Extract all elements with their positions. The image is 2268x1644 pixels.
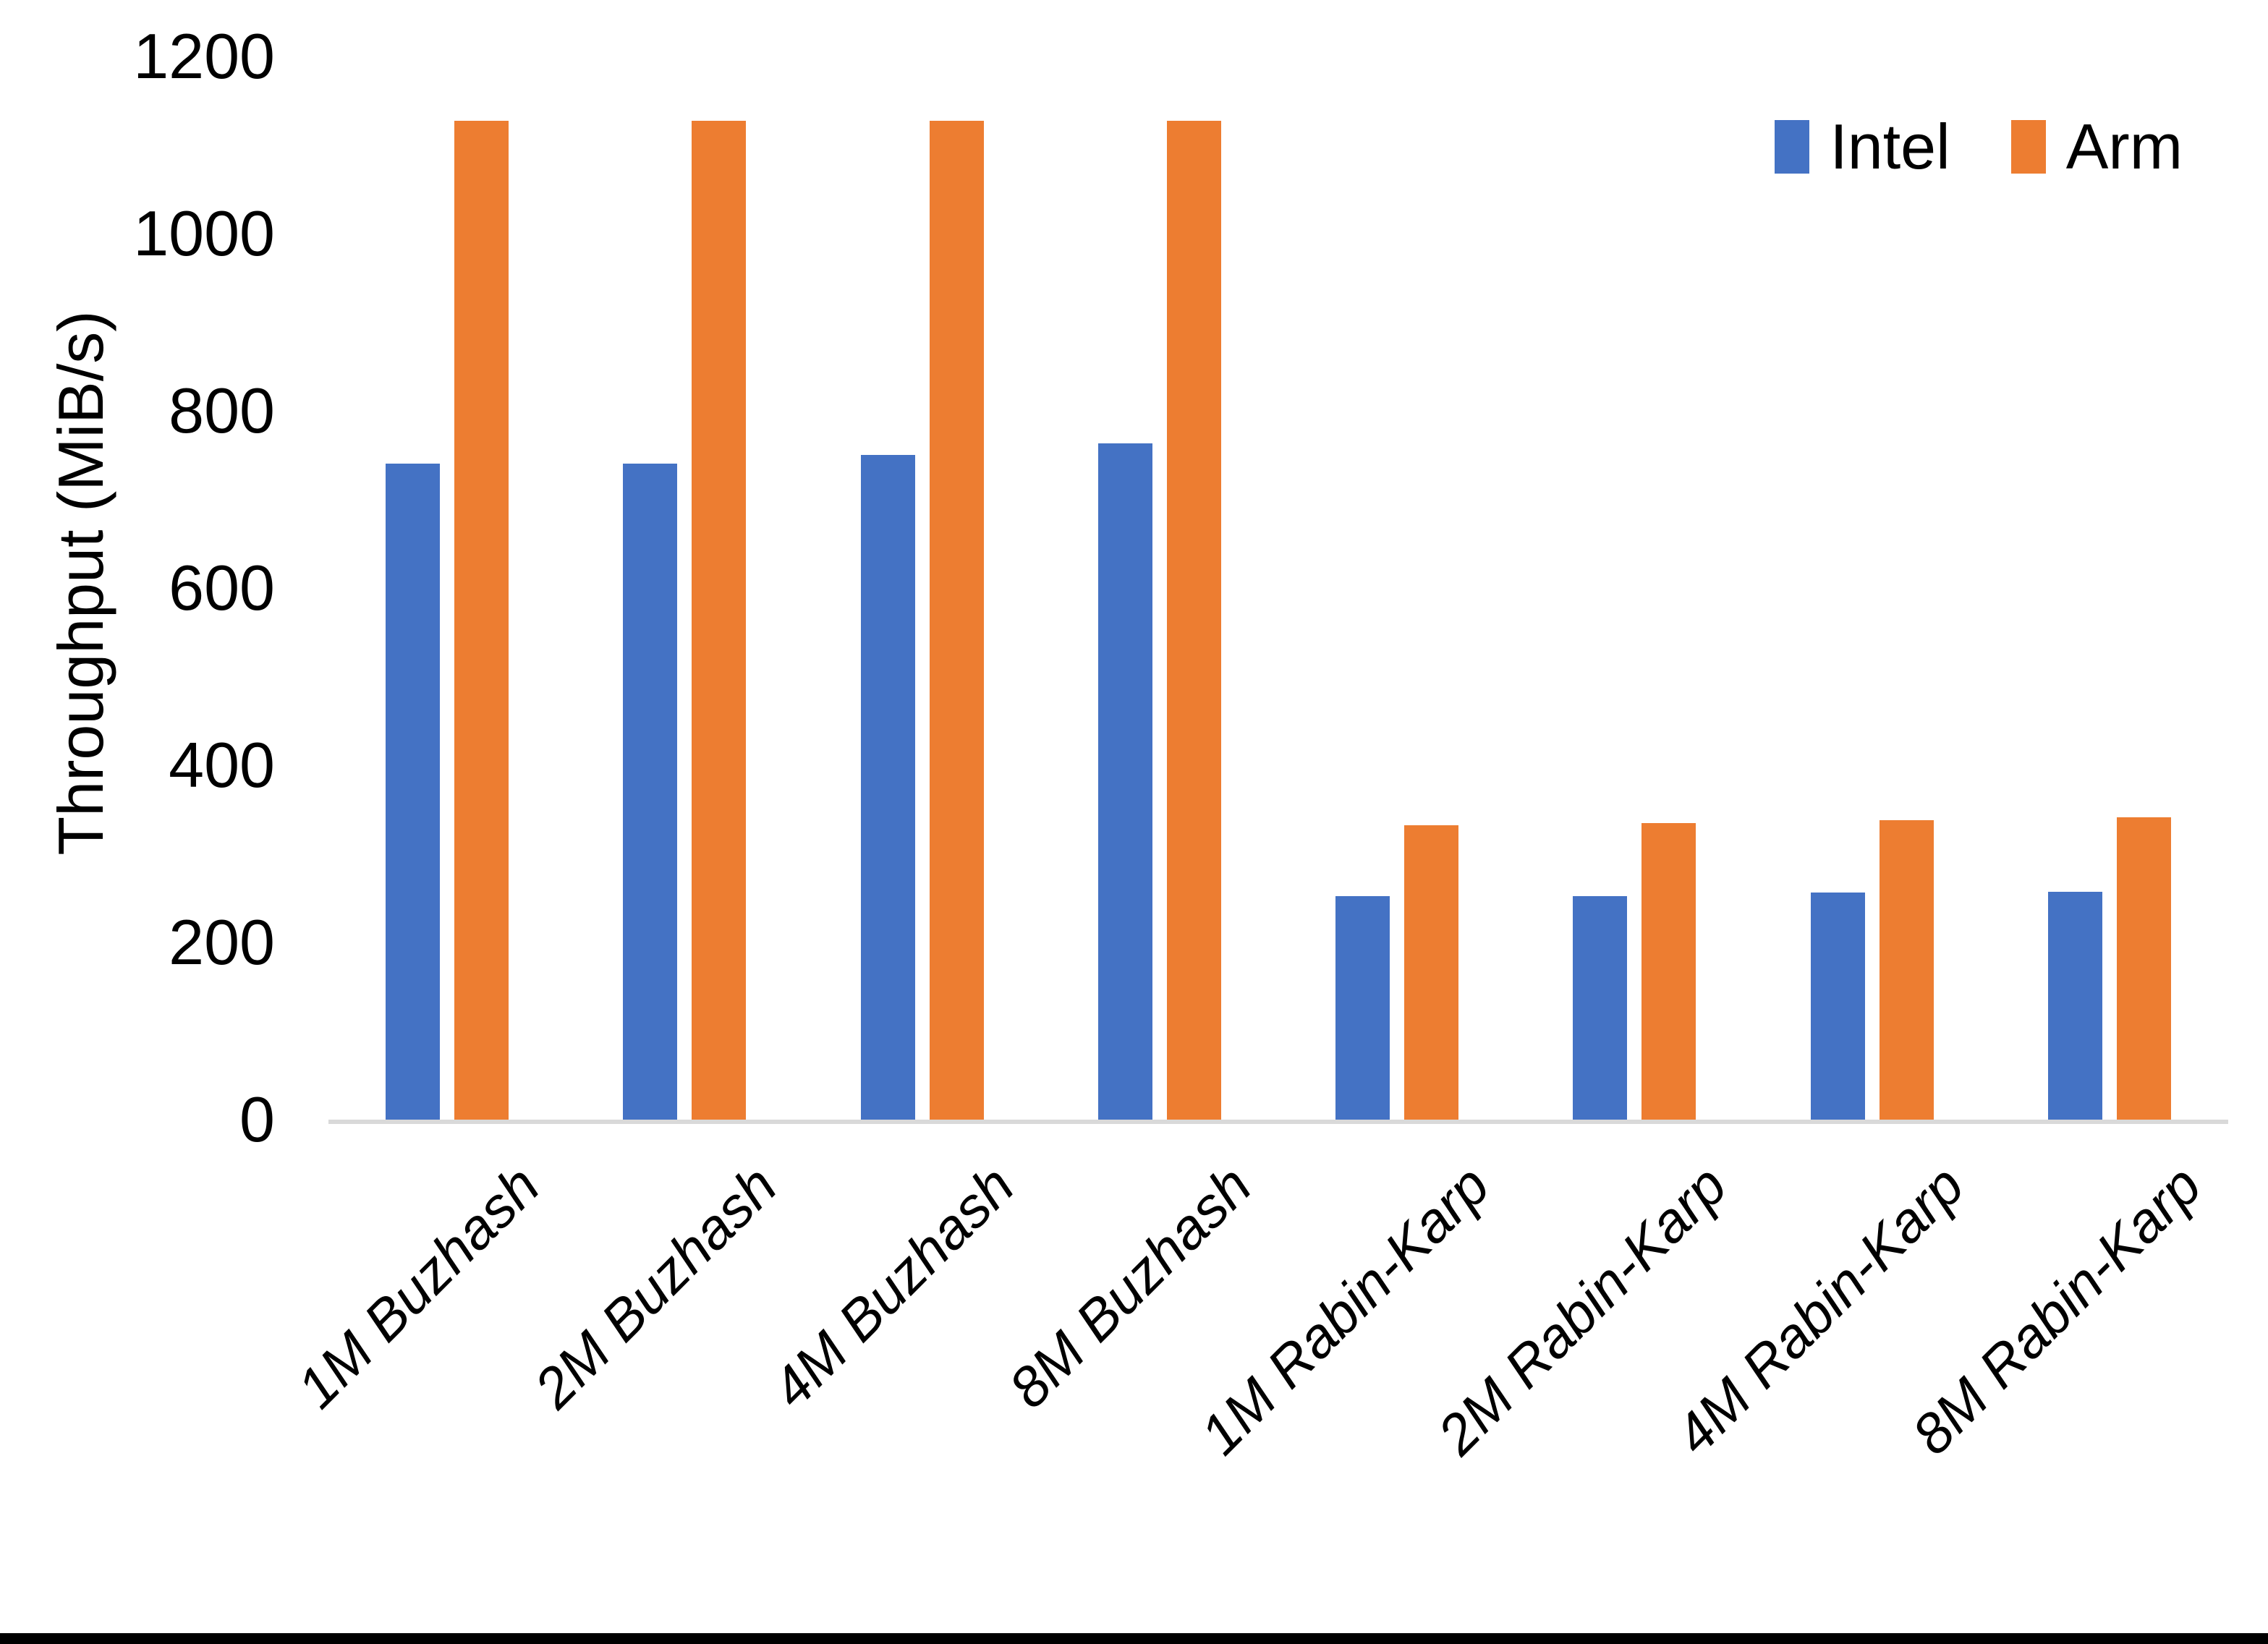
x-category-label-8m-buzhash: 8M Buzhash bbox=[996, 1153, 1264, 1421]
legend: Intel Arm bbox=[1775, 110, 2183, 184]
legend-item-intel: Intel bbox=[1775, 110, 1950, 184]
bar-intel-8m-buzhash bbox=[1097, 443, 1152, 1120]
bar-arm-4m-rabin-karp bbox=[1879, 820, 1934, 1120]
bar-group-4m-buzhash bbox=[804, 56, 1041, 1120]
y-tick-label: 600 bbox=[169, 552, 275, 623]
y-tick-label: 200 bbox=[169, 906, 275, 978]
legend-swatch-arm bbox=[2010, 120, 2046, 174]
bar-group-8m-buzhash bbox=[1041, 56, 1278, 1120]
y-tick-label: 1000 bbox=[133, 197, 275, 269]
bar-intel-8m-rabin-karp bbox=[2047, 892, 2102, 1120]
bar-arm-1m-rabin-karp bbox=[1404, 825, 1459, 1120]
bar-arm-1m-buzhash bbox=[454, 121, 509, 1120]
bar-group-2m-rabin-karp bbox=[1516, 56, 1753, 1120]
legend-swatch-intel bbox=[1775, 120, 1810, 174]
bar-group-2m-buzhash bbox=[566, 56, 803, 1120]
bar-group-1m-buzhash bbox=[328, 56, 566, 1120]
bar-group-8m-rabin-karp bbox=[1991, 56, 2228, 1120]
bar-group-1m-rabin-karp bbox=[1278, 56, 1516, 1120]
legend-label-intel: Intel bbox=[1830, 111, 1950, 182]
bar-intel-2m-buzhash bbox=[623, 464, 678, 1120]
legend-label-arm: Arm bbox=[2065, 111, 2183, 182]
x-category-label-2m-buzhash: 2M Buzhash bbox=[522, 1153, 789, 1421]
bar-groups bbox=[328, 56, 2228, 1120]
bar-group-4m-rabin-karp bbox=[1754, 56, 1991, 1120]
legend-item-arm: Arm bbox=[2010, 110, 2183, 184]
plot-area bbox=[328, 56, 2228, 1124]
x-category-label-1m-buzhash: 1M Buzhash bbox=[284, 1153, 551, 1421]
x-category-label-4m-buzhash: 4M Buzhash bbox=[759, 1153, 1027, 1421]
bottom-border-bar bbox=[0, 1633, 2268, 1644]
y-tick-label: 800 bbox=[169, 375, 275, 446]
bar-arm-2m-buzhash bbox=[692, 121, 747, 1120]
bar-intel-4m-buzhash bbox=[860, 455, 915, 1120]
y-tick-label: 400 bbox=[169, 729, 275, 801]
bar-arm-2m-rabin-karp bbox=[1641, 823, 1696, 1120]
bar-intel-4m-rabin-karp bbox=[1810, 893, 1865, 1120]
x-axis-line bbox=[328, 1120, 2228, 1124]
bar-intel-1m-rabin-karp bbox=[1335, 896, 1390, 1120]
bar-intel-2m-rabin-karp bbox=[1573, 896, 1628, 1120]
bar-arm-4m-buzhash bbox=[929, 121, 984, 1120]
bar-intel-1m-buzhash bbox=[386, 464, 441, 1120]
y-tick-label: 1200 bbox=[133, 20, 275, 92]
y-tick-label: 0 bbox=[239, 1083, 275, 1155]
bar-arm-8m-rabin-karp bbox=[2116, 817, 2171, 1120]
bar-arm-8m-buzhash bbox=[1166, 121, 1221, 1120]
